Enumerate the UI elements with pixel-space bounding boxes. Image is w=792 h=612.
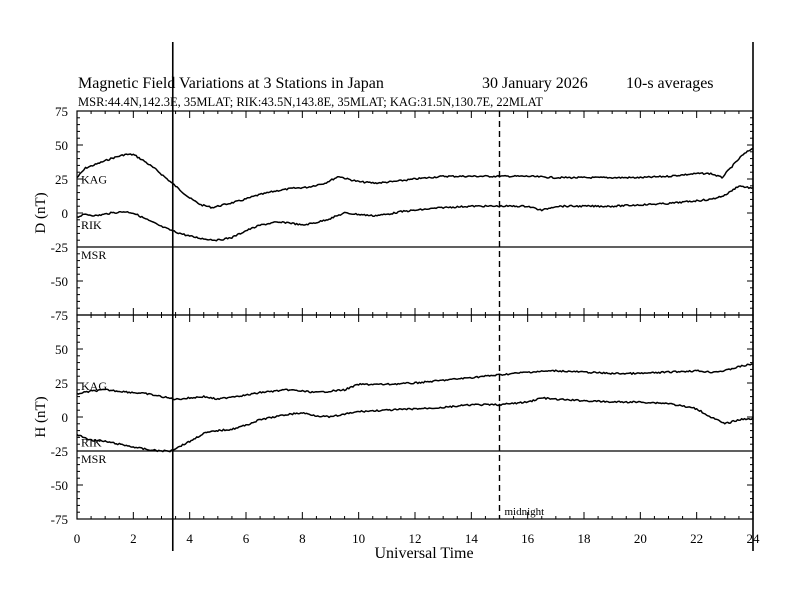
x-tick-label: 20: [634, 531, 647, 546]
x-tick-label: 16: [521, 531, 535, 546]
chart-averaging: 10-s averages: [626, 75, 714, 92]
x-tick-label: 22: [690, 531, 703, 546]
series-label-rik-panel-2: RIK: [81, 436, 102, 450]
y-tick-label: 0: [62, 410, 69, 425]
x-tick-label: 12: [409, 531, 422, 546]
chart-title: Magnetic Field Variations at 3 Stations …: [78, 75, 384, 92]
x-tick-label: 24: [747, 531, 761, 546]
y-tick-label: -75: [51, 308, 68, 323]
x-tick-label: 4: [186, 531, 193, 546]
series-label-msr-panel-2: MSR: [81, 452, 106, 466]
y-axis-label-panel-1: D (nT): [33, 192, 49, 233]
y-tick-label: 50: [55, 342, 68, 357]
midnight-label: midnight: [505, 506, 545, 518]
x-tick-label: 14: [465, 531, 479, 546]
series-line-kag-panel-2: [76, 363, 754, 401]
series-label-kag-panel-1: KAG: [81, 173, 107, 187]
y-tick-label: 75: [55, 104, 68, 119]
y-tick-label: -75: [51, 512, 68, 527]
y-tick-label: -25: [51, 240, 68, 255]
chart-subtitle: MSR:44.4N,142.3E, 35MLAT; RIK:43.5N,143.…: [78, 95, 543, 109]
series-line-kag-panel-1: [76, 147, 754, 209]
y-tick-label: -50: [51, 274, 68, 289]
x-tick-label: 8: [299, 531, 306, 546]
series-label-rik-panel-1: RIK: [81, 218, 102, 232]
x-tick-label: 0: [74, 531, 81, 546]
chart-date: 30 January 2026: [482, 75, 588, 92]
x-tick-label: 18: [578, 531, 591, 546]
y-tick-label: 25: [55, 172, 68, 187]
plot-panels: 75 50 25 0 -25 -50 -75 D (nT) KAG RIK MSR 50 25 0 -25 -…: [33, 42, 760, 551]
y-tick-label: 50: [55, 138, 68, 153]
series-line-rik-panel-2: [76, 396, 754, 453]
y-tick-label: -25: [51, 444, 68, 459]
y-tick-label: -50: [51, 478, 68, 493]
series-label-msr-panel-1: MSR: [81, 248, 106, 262]
y-axis-label-panel-2: H (nT): [33, 396, 49, 437]
y-tick-label: 0: [62, 206, 69, 221]
x-tick-label: 10: [352, 531, 365, 546]
series-line-rik-panel-1: [76, 185, 754, 242]
y-tick-label: 25: [55, 376, 68, 391]
x-tick-label: 2: [130, 531, 137, 546]
x-tick-label: 6: [243, 531, 250, 546]
x-axis-label: Universal Time: [374, 545, 473, 562]
series-label-kag-panel-2: KAG: [81, 379, 107, 393]
